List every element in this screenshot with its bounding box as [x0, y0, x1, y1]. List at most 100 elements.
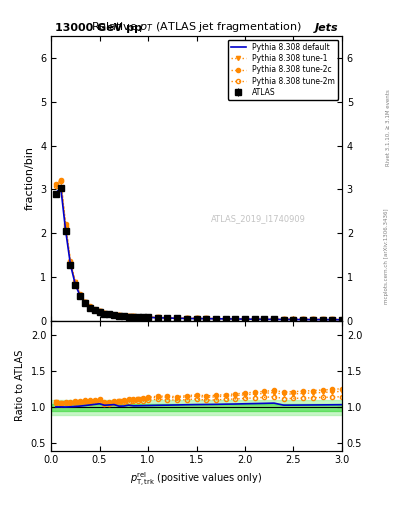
Line: Pythia 8.308 tune-2c: Pythia 8.308 tune-2c: [54, 178, 344, 322]
Pythia 8.308 tune-2c: [340, 316, 344, 323]
Pythia 8.308 tune-2m: [88, 304, 92, 310]
Pythia 8.308 tune-2m: [301, 316, 305, 323]
Pythia 8.308 tune-2m: [242, 316, 247, 322]
Pythia 8.308 tune-2m: [83, 299, 87, 305]
Pythia 8.308 tune-2c: [233, 316, 238, 322]
Pythia 8.308 tune-2c: [262, 316, 267, 322]
Pythia 8.308 tune-2c: [97, 308, 102, 314]
Pythia 8.308 tune-2m: [136, 313, 141, 319]
Pythia 8.308 tune-2m: [97, 308, 102, 314]
Pythia 8.308 tune-1: [59, 178, 63, 184]
Pythia 8.308 default: [184, 315, 189, 322]
Line: Pythia 8.308 tune-2m: Pythia 8.308 tune-2m: [54, 179, 344, 322]
Pythia 8.308 default: [262, 316, 267, 323]
Pythia 8.308 tune-2m: [53, 183, 58, 189]
Line: Pythia 8.308 tune-1: Pythia 8.308 tune-1: [54, 179, 344, 322]
Pythia 8.308 tune-2c: [126, 313, 131, 319]
X-axis label: $p_{\mathrm{T,trk}}^{\mathrm{rel}}$ (positive values only): $p_{\mathrm{T,trk}}^{\mathrm{rel}}$ (pos…: [130, 471, 263, 489]
Pythia 8.308 tune-2c: [281, 316, 286, 322]
Pythia 8.308 default: [330, 316, 334, 323]
Pythia 8.308 default: [102, 310, 107, 316]
Pythia 8.308 default: [136, 314, 141, 320]
Pythia 8.308 tune-2c: [88, 304, 92, 310]
Pythia 8.308 default: [97, 309, 102, 315]
Pythia 8.308 tune-2c: [223, 315, 228, 322]
Pythia 8.308 tune-1: [78, 291, 83, 297]
Pythia 8.308 tune-2c: [330, 316, 334, 323]
Pythia 8.308 tune-2c: [146, 314, 151, 320]
Pythia 8.308 tune-2c: [175, 315, 180, 321]
Pythia 8.308 tune-1: [155, 314, 160, 321]
Pythia 8.308 tune-2m: [117, 312, 121, 318]
Pythia 8.308 tune-2c: [68, 258, 73, 264]
Pythia 8.308 tune-2m: [310, 316, 315, 323]
Pythia 8.308 default: [281, 316, 286, 323]
Pythia 8.308 tune-2c: [121, 313, 126, 319]
Pythia 8.308 default: [107, 311, 112, 317]
Pythia 8.308 tune-2c: [107, 311, 112, 317]
Pythia 8.308 tune-1: [340, 316, 344, 323]
Pythia 8.308 tune-2c: [291, 316, 296, 323]
Pythia 8.308 tune-2c: [165, 314, 170, 321]
Pythia 8.308 tune-2c: [63, 221, 68, 227]
Pythia 8.308 tune-2m: [59, 178, 63, 184]
Pythia 8.308 tune-2m: [252, 316, 257, 322]
Pythia 8.308 tune-1: [88, 304, 92, 310]
Pythia 8.308 tune-1: [272, 316, 276, 322]
Pythia 8.308 default: [320, 316, 325, 323]
Bar: [51, 404, 342, 411]
Pythia 8.308 tune-1: [102, 310, 107, 316]
Pythia 8.308 tune-2m: [165, 315, 170, 321]
Pythia 8.308 tune-1: [112, 312, 116, 318]
Pythia 8.308 default: [53, 190, 58, 196]
Pythia 8.308 tune-1: [121, 313, 126, 319]
Pythia 8.308 tune-2c: [136, 313, 141, 319]
Pythia 8.308 default: [213, 316, 218, 322]
Pythia 8.308 tune-2m: [262, 316, 267, 322]
Pythia 8.308 tune-1: [175, 315, 180, 321]
Pythia 8.308 default: [146, 314, 151, 321]
Pythia 8.308 default: [83, 300, 87, 306]
Pythia 8.308 tune-1: [213, 315, 218, 322]
Pythia 8.308 tune-1: [233, 316, 238, 322]
Pythia 8.308 default: [155, 315, 160, 321]
Pythia 8.308 default: [301, 316, 305, 323]
Pythia 8.308 tune-1: [204, 315, 209, 322]
Y-axis label: fraction/bin: fraction/bin: [24, 146, 35, 210]
Pythia 8.308 tune-1: [131, 313, 136, 319]
Pythia 8.308 tune-2m: [78, 292, 83, 298]
Bar: [51, 400, 342, 415]
Pythia 8.308 tune-1: [301, 316, 305, 323]
Pythia 8.308 tune-1: [242, 316, 247, 322]
Pythia 8.308 tune-2c: [194, 315, 199, 322]
Pythia 8.308 tune-2m: [146, 314, 151, 320]
Pythia 8.308 default: [131, 314, 136, 320]
Pythia 8.308 default: [165, 315, 170, 321]
Pythia 8.308 default: [272, 316, 276, 323]
Pythia 8.308 tune-2m: [107, 311, 112, 317]
Pythia 8.308 tune-2m: [141, 314, 145, 320]
Pythia 8.308 tune-2c: [320, 316, 325, 323]
Pythia 8.308 tune-2m: [291, 316, 296, 323]
Pythia 8.308 tune-2m: [131, 313, 136, 319]
Pythia 8.308 tune-2m: [272, 316, 276, 323]
Pythia 8.308 tune-2m: [155, 314, 160, 321]
Pythia 8.308 tune-2c: [117, 312, 121, 318]
Pythia 8.308 default: [121, 313, 126, 319]
Pythia 8.308 tune-2m: [213, 315, 218, 322]
Pythia 8.308 tune-2c: [242, 316, 247, 322]
Pythia 8.308 default: [68, 262, 73, 268]
Pythia 8.308 tune-1: [146, 314, 151, 320]
Pythia 8.308 tune-2m: [223, 316, 228, 322]
Pythia 8.308 tune-2m: [63, 223, 68, 229]
Pythia 8.308 tune-2c: [272, 316, 276, 322]
Pythia 8.308 default: [59, 184, 63, 190]
Pythia 8.308 tune-2c: [131, 313, 136, 319]
Pythia 8.308 tune-2m: [102, 310, 107, 316]
Text: ATLAS_2019_I1740909: ATLAS_2019_I1740909: [211, 214, 306, 223]
Pythia 8.308 tune-2c: [204, 315, 209, 322]
Pythia 8.308 tune-1: [320, 316, 325, 323]
Pythia 8.308 default: [194, 315, 199, 322]
Pythia 8.308 tune-2c: [112, 312, 116, 318]
Pythia 8.308 default: [204, 315, 209, 322]
